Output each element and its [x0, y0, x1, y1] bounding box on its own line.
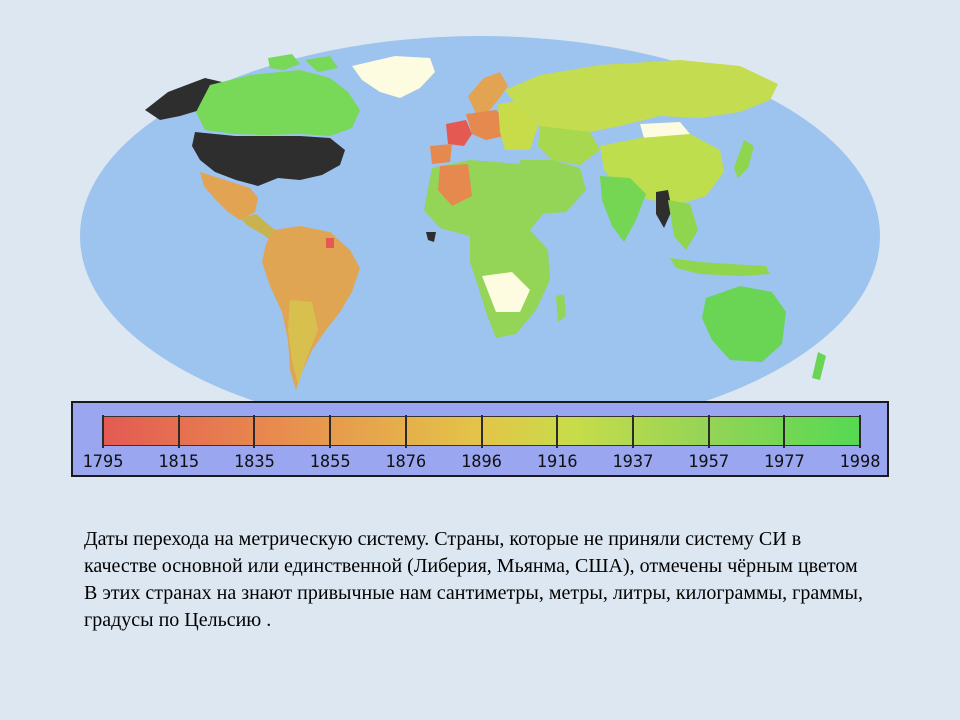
- russia: [505, 60, 778, 134]
- liberia: [426, 232, 436, 242]
- caption-line-1: Даты перехода на метрическую систему. Ст…: [84, 528, 858, 577]
- legend-tick: [253, 415, 256, 448]
- legend-year-label: 1876: [385, 452, 427, 472]
- southeast-asia: [668, 200, 698, 250]
- mexico: [200, 172, 258, 220]
- legend-tick: [707, 415, 710, 448]
- legend-tick: [783, 415, 786, 448]
- legend-panel: 1795 1815 1835 1855 1876 1896 1916 1937 1957 1977…: [71, 401, 889, 477]
- legend-year-label: 1957: [688, 452, 730, 472]
- legend-year-label: 1835: [233, 452, 275, 472]
- legend-year-label: 1795: [82, 452, 124, 472]
- scandinavia: [468, 72, 508, 114]
- europe-west: [466, 110, 508, 140]
- iberia: [430, 144, 452, 164]
- legend-year-label: 1855: [309, 452, 351, 472]
- canada-islands: [268, 54, 338, 72]
- caption: Даты перехода на метрическую систему. Ст…: [84, 526, 864, 634]
- madagascar: [556, 294, 566, 322]
- greenland: [352, 56, 435, 98]
- legend-tick: [102, 415, 104, 448]
- canada: [196, 70, 360, 136]
- legend-year-label: 1815: [158, 452, 200, 472]
- legend-tick: [329, 415, 332, 448]
- caption-line-2: В этих странах на знают привычные нам са…: [84, 582, 863, 631]
- japan: [734, 140, 754, 178]
- legend-tick: [631, 415, 634, 448]
- usa: [192, 132, 345, 186]
- legend-tick: [859, 415, 861, 448]
- legend-year-label: 1937: [612, 452, 654, 472]
- legend-year-label: 1916: [536, 452, 578, 472]
- legend-year-label: 1977: [763, 452, 805, 472]
- legend-tick: [404, 415, 407, 448]
- chile-argentina: [288, 300, 318, 385]
- indonesia: [670, 258, 770, 276]
- new-zealand: [812, 352, 826, 380]
- legend-year-label: 1896: [461, 452, 502, 472]
- algeria: [438, 164, 472, 206]
- legend-year-label: 1998: [839, 452, 881, 472]
- legend-tick: [556, 415, 559, 448]
- france: [446, 120, 472, 146]
- australia: [702, 286, 786, 362]
- india: [600, 176, 646, 242]
- guyana-suriname: [326, 238, 334, 248]
- legend-tick: [480, 415, 483, 448]
- alaska: [145, 78, 222, 120]
- east-africa: [482, 272, 530, 312]
- legend-tick: [177, 415, 180, 448]
- central-asia: [538, 126, 600, 165]
- myanmar: [656, 190, 672, 228]
